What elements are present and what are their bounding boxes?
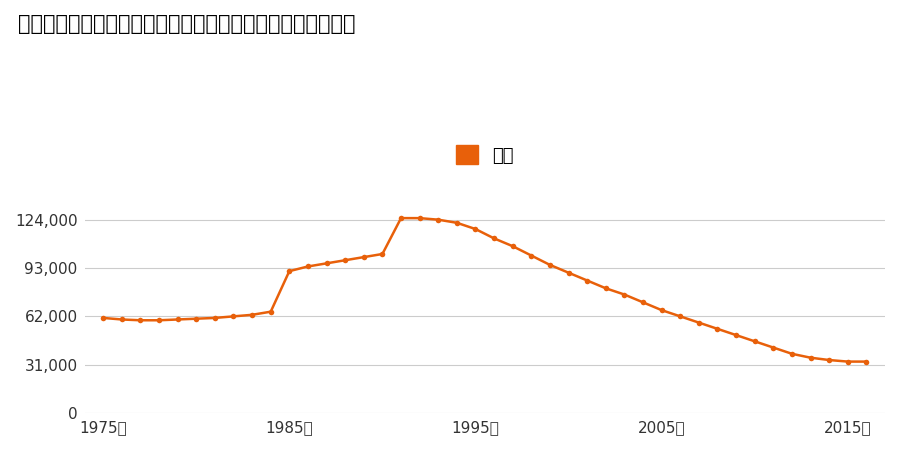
Text: 北海道富良野市字下富良野市街予定地１４４０番の地価推移: 北海道富良野市字下富良野市街予定地１４４０番の地価推移 xyxy=(18,14,356,33)
Legend: 価格: 価格 xyxy=(449,138,521,172)
